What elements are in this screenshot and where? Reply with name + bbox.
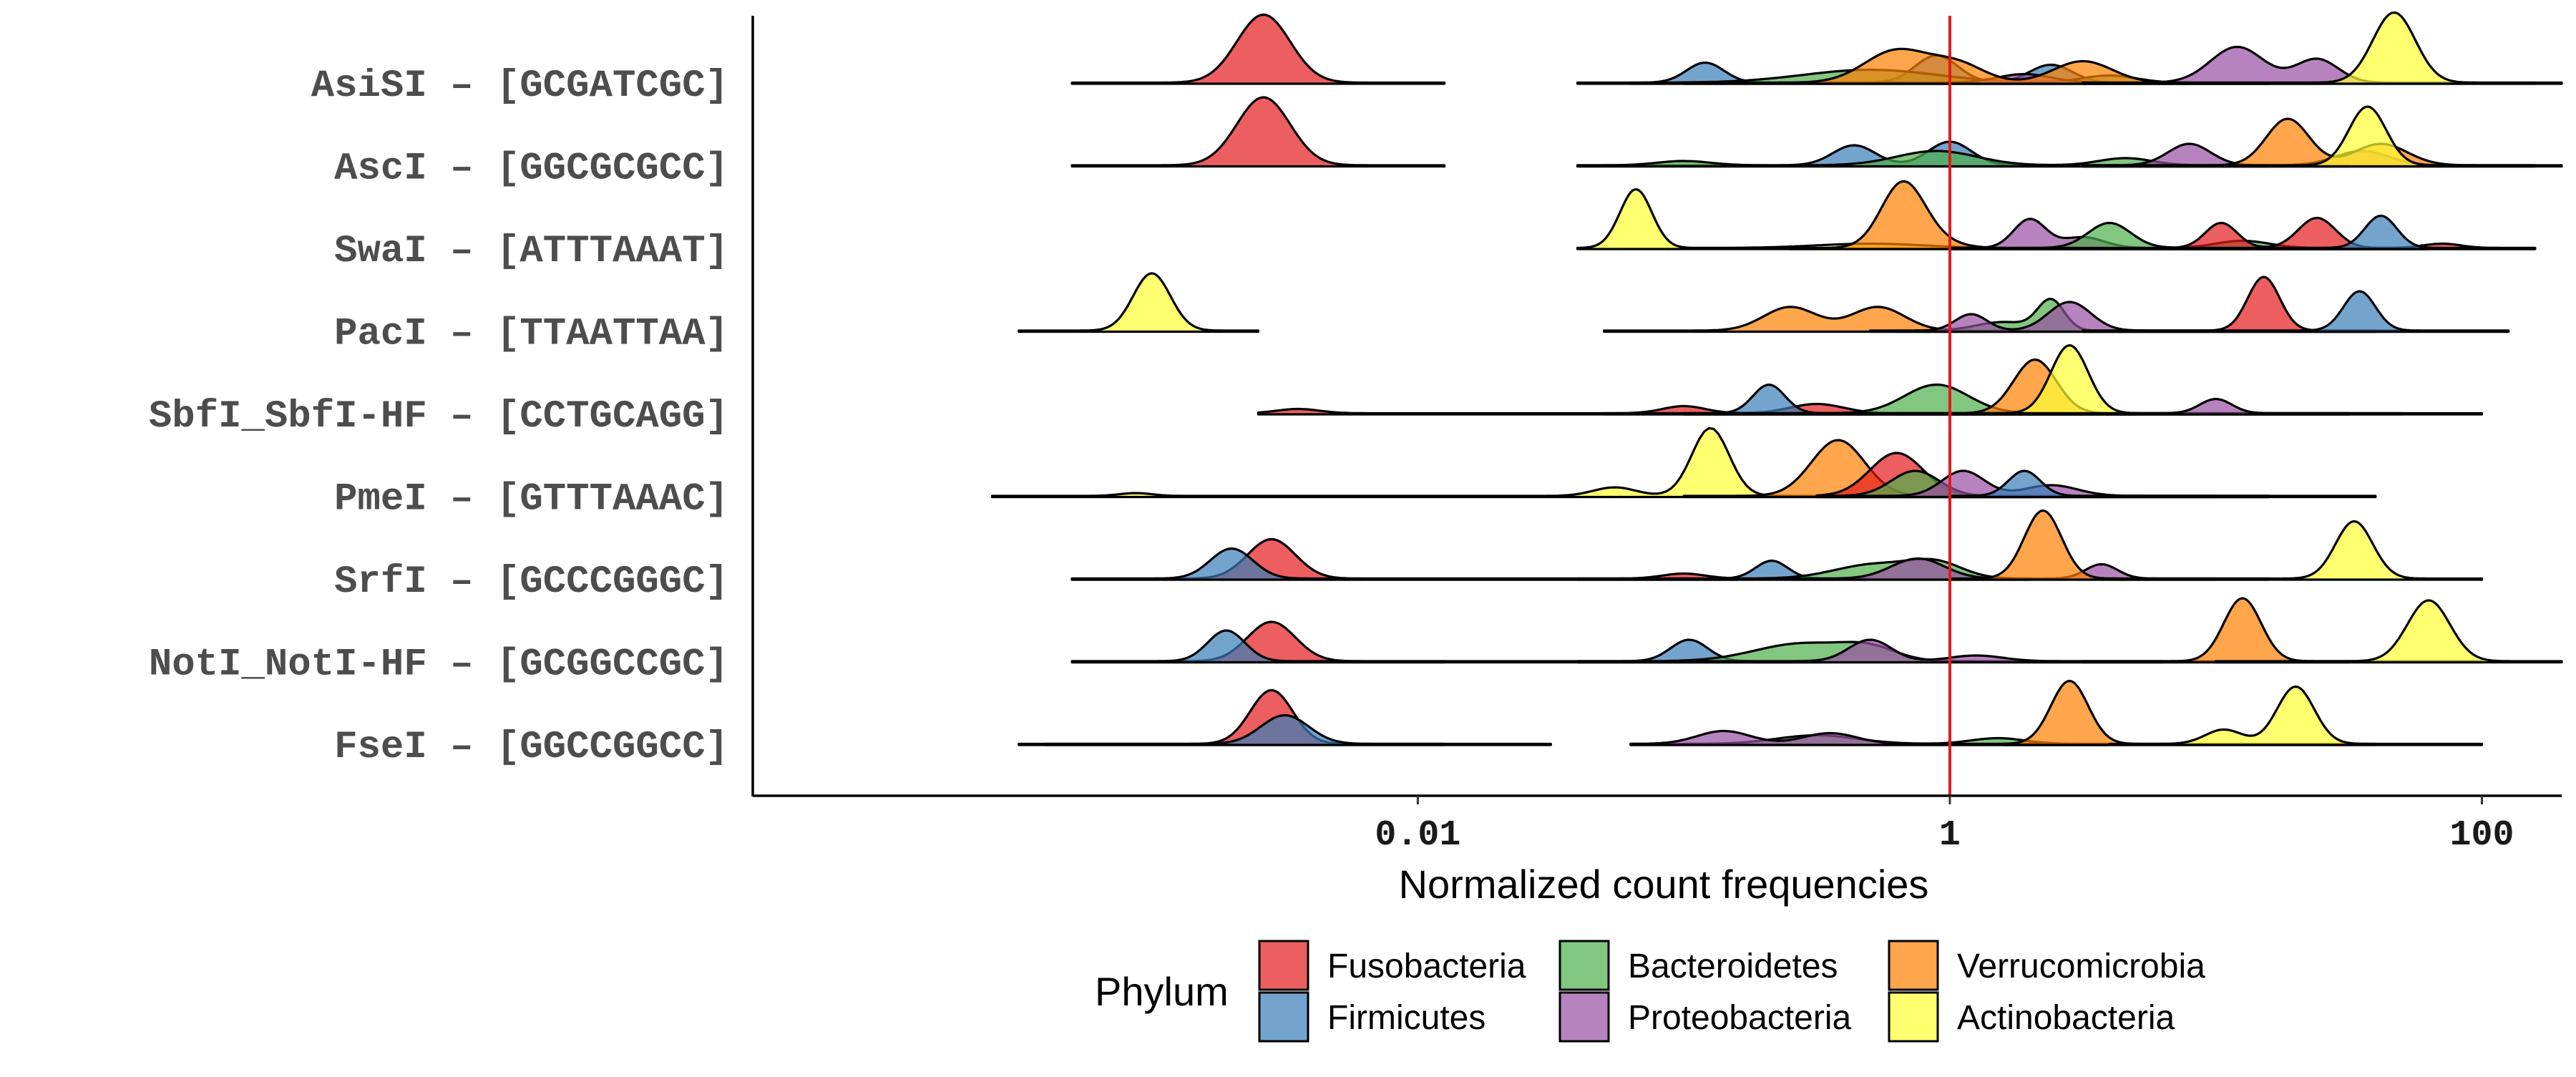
legend-swatch bbox=[1558, 940, 1610, 991]
category-label: PmeI – [GTTTAAAC] bbox=[334, 478, 728, 522]
x-tick-label: 100 bbox=[2449, 815, 2514, 856]
axes: 0.01 1 100 bbox=[751, 16, 2562, 856]
density-fusobacteria bbox=[1018, 688, 1446, 746]
legend-item: Firmicutes bbox=[1258, 991, 1485, 1043]
density-fusobacteria bbox=[1070, 96, 1446, 168]
density-actinobacteria bbox=[2215, 599, 2563, 664]
density-firmicutes bbox=[1070, 629, 1818, 664]
density-firmicutes bbox=[1044, 713, 1552, 746]
legend-swatch bbox=[1258, 940, 1309, 991]
category-label: NotI_NotI-HF – [GCGGCCGC] bbox=[149, 643, 728, 687]
density-fusobacteria bbox=[2055, 216, 2537, 250]
density-fusobacteria bbox=[2082, 276, 2510, 333]
legend-title: Phylum bbox=[1095, 969, 1229, 1014]
ridge-row bbox=[1070, 597, 2563, 664]
legend-item: Proteobacteria bbox=[1558, 991, 1851, 1043]
legend-swatch bbox=[1558, 991, 1610, 1043]
density-proteobacteria bbox=[1815, 397, 2484, 416]
legend-item: Verrucomicrobia bbox=[1888, 940, 2205, 991]
density-actinobacteria bbox=[2082, 11, 2537, 85]
density-verrucomicrobia bbox=[1682, 47, 2191, 85]
density-actinobacteria bbox=[1018, 272, 1259, 333]
legend-label: Proteobacteria bbox=[1628, 999, 1851, 1037]
category-label: PacI – [TTAATTAA] bbox=[334, 313, 728, 356]
density-actinobacteria bbox=[2082, 105, 2563, 168]
legend-swatch bbox=[1888, 940, 1939, 991]
density-firmicutes bbox=[1070, 547, 1871, 581]
legend-label: Bacteroidetes bbox=[1628, 947, 1838, 985]
density-ridges bbox=[991, 11, 2563, 746]
legend-item: Fusobacteria bbox=[1258, 940, 1526, 991]
category-label: AsiSI – [GCGATCGC] bbox=[311, 64, 728, 108]
legend-swatch bbox=[1888, 991, 1939, 1043]
ridge-row bbox=[1576, 180, 2537, 250]
category-label: SrfI – [GCCCGGGC] bbox=[334, 560, 728, 604]
legend-label: Firmicutes bbox=[1327, 999, 1485, 1037]
density-firmicutes bbox=[2161, 214, 2537, 250]
category-labels: AsiSI – [GCGATCGC] AscI – [GGCGCGCC] SwaI … bbox=[149, 64, 728, 769]
category-label: SbfI_SbfI-HF – [CCTGCAGG] bbox=[149, 395, 728, 439]
legend-item: Actinobacteria bbox=[1888, 991, 2175, 1043]
legend-item: Bacteroidetes bbox=[1558, 940, 1838, 991]
ridge-row bbox=[1018, 679, 2484, 746]
ridge-row bbox=[1257, 344, 2484, 416]
density-verrucomicrobia bbox=[1948, 509, 2218, 581]
density-fusobacteria bbox=[1070, 537, 1739, 581]
legend: Phylum Fusobacteria Firmicutes Bacteroidete… bbox=[1095, 940, 2205, 1043]
category-label: FseI – [GGCCGGCC] bbox=[334, 726, 728, 769]
ridge-row bbox=[1070, 96, 2563, 168]
category-label: AscI – [GGCGCGCC] bbox=[334, 147, 728, 191]
x-tick-label: 0.01 bbox=[1375, 815, 1460, 856]
ridge-row bbox=[1070, 509, 2484, 581]
legend-swatch bbox=[1258, 991, 1309, 1043]
density-actinobacteria bbox=[2108, 520, 2484, 581]
legend-label: Actinobacteria bbox=[1957, 999, 2175, 1037]
category-label: SwaI – [ATTTAAAT] bbox=[334, 230, 728, 273]
ridge-row bbox=[1070, 11, 2563, 85]
legend-label: Fusobacteria bbox=[1327, 947, 1526, 985]
legend-label: Verrucomicrobia bbox=[1957, 947, 2205, 985]
x-axis-title: Normalized count frequencies bbox=[1399, 862, 1929, 907]
ridge-row bbox=[1018, 272, 2510, 333]
density-firmicutes bbox=[1948, 469, 2270, 499]
density-actinobacteria bbox=[2108, 685, 2484, 746]
density-fusobacteria bbox=[1070, 13, 1446, 85]
ridge-row bbox=[991, 427, 2377, 499]
density-firmicutes bbox=[2082, 290, 2510, 333]
x-tick-label: 1 bbox=[1939, 815, 1961, 856]
density-proteobacteria bbox=[1815, 469, 2377, 499]
density-verrucomicrobia bbox=[2082, 117, 2537, 168]
